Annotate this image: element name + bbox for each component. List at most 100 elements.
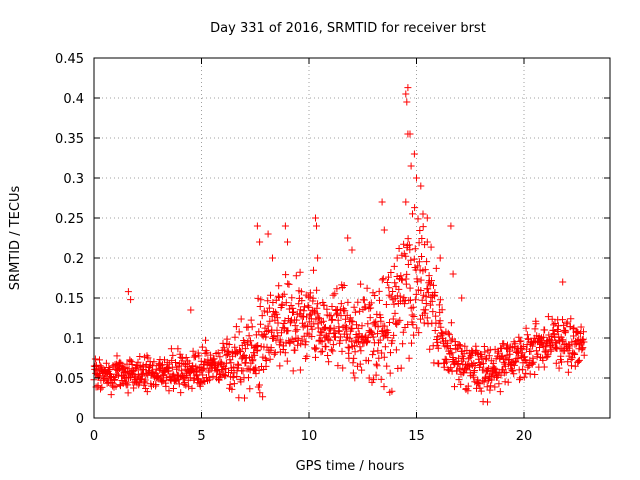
data-point [543,353,551,361]
data-point [287,302,295,309]
data-point [344,234,352,242]
data-point [178,354,186,362]
data-point [306,311,314,319]
data-point [506,350,514,358]
data-point [329,347,337,355]
data-point [366,301,373,309]
data-point [248,323,256,331]
data-point [431,327,439,334]
data-point [380,383,388,391]
data-point [246,385,254,393]
data-point [552,359,560,367]
data-point [316,315,324,323]
data-point [385,284,393,292]
chart-title: Day 331 of 2016, SRMTID for receiver brs… [210,21,486,36]
data-point [495,380,503,388]
data-point [300,307,308,315]
data-point [139,370,146,378]
data-point [438,306,446,314]
data-point [301,341,309,349]
data-point [431,289,439,296]
data-point [540,363,548,371]
data-point [580,351,588,359]
data-point [260,307,268,315]
data-point [397,272,405,280]
data-point [515,333,523,341]
data-point [338,347,346,355]
data-point [480,378,488,386]
data-point [432,264,440,272]
data-point [251,351,259,359]
data-point [411,245,419,253]
data-point [224,347,232,355]
data-point [415,329,423,337]
data-point [300,332,308,340]
data-point [290,308,297,316]
data-point [383,362,391,370]
data-point [231,333,239,341]
data-point [341,322,349,330]
data-point [355,330,363,338]
data-point [430,281,437,289]
data-point [206,376,214,384]
data-point [392,346,400,354]
data-point [420,319,428,327]
data-point [461,342,469,350]
data-point [408,339,415,347]
data-point [541,326,549,334]
data-point [122,368,130,376]
data-point [449,270,457,278]
data-point [264,297,272,305]
data-point [222,359,230,367]
data-point [559,316,566,324]
data-point [346,314,354,322]
data-point [328,303,336,310]
data-point [270,350,278,358]
data-point [96,356,103,364]
data-point [312,344,320,352]
data-point [182,354,190,361]
data-point [406,130,414,138]
data-point [287,317,295,325]
data-point [443,358,451,366]
data-point [423,314,431,322]
data-point [536,335,544,343]
data-point [277,338,285,346]
data-point [418,253,425,260]
data-point [363,339,371,347]
data-point [235,361,242,369]
data-point [486,386,494,394]
data-point [329,291,337,299]
data-point [111,373,119,381]
data-point [281,222,289,230]
data-point [380,353,388,361]
data-point [510,370,518,378]
data-point [341,307,349,315]
data-point [348,246,356,254]
data-point [412,290,420,298]
data-point [575,356,583,364]
data-point [288,294,296,302]
data-point [390,331,398,339]
data-point [350,303,358,311]
data-point [559,336,567,344]
data-point [381,322,389,330]
data-point [292,327,300,335]
data-point [297,340,305,348]
data-point [344,343,352,351]
data-point [189,347,197,355]
data-point [383,279,391,286]
data-point [447,337,455,345]
data-point [162,382,170,390]
data-point [247,337,254,345]
data-point [397,364,405,372]
data-point [389,288,397,295]
data-point [345,344,353,352]
data-point [374,330,381,338]
data-point [140,378,148,386]
data-point [142,385,150,392]
data-point [432,312,440,320]
data-point [262,362,270,370]
data-point [418,296,426,304]
data-point [576,330,584,337]
